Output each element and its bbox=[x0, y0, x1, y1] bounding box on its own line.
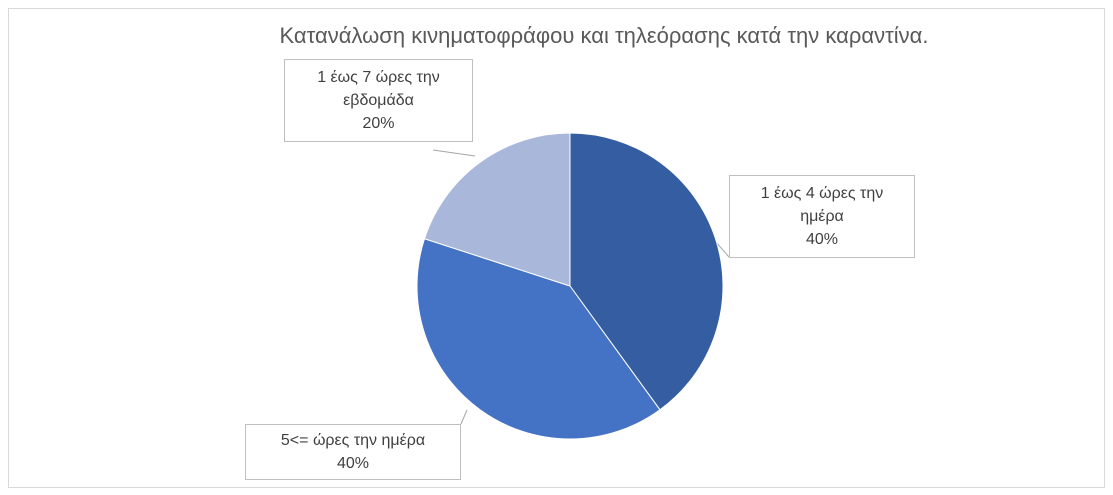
pie-slice-2 bbox=[423, 132, 571, 287]
leader-line-2 bbox=[432, 149, 476, 157]
chart-area: Κατανάλωση κινηματοφράφου και τηλεόρασης… bbox=[8, 8, 1105, 488]
pie-slice-0 bbox=[569, 132, 724, 411]
data-label-1: 5<= ώρες την ημέρα 40% bbox=[245, 424, 461, 480]
leader-line-1 bbox=[460, 409, 468, 425]
pie-chart bbox=[416, 132, 730, 440]
chart-title: Κατανάλωση κινηματοφράφου και τηλεόρασης… bbox=[279, 23, 929, 48]
data-label-0: 1 έως 4 ώρες την ημέρα 40% bbox=[729, 175, 915, 258]
pie-slice-1 bbox=[416, 238, 661, 440]
data-label-2: 1 έως 7 ώρες την εβδομάδα 20% bbox=[284, 59, 473, 142]
